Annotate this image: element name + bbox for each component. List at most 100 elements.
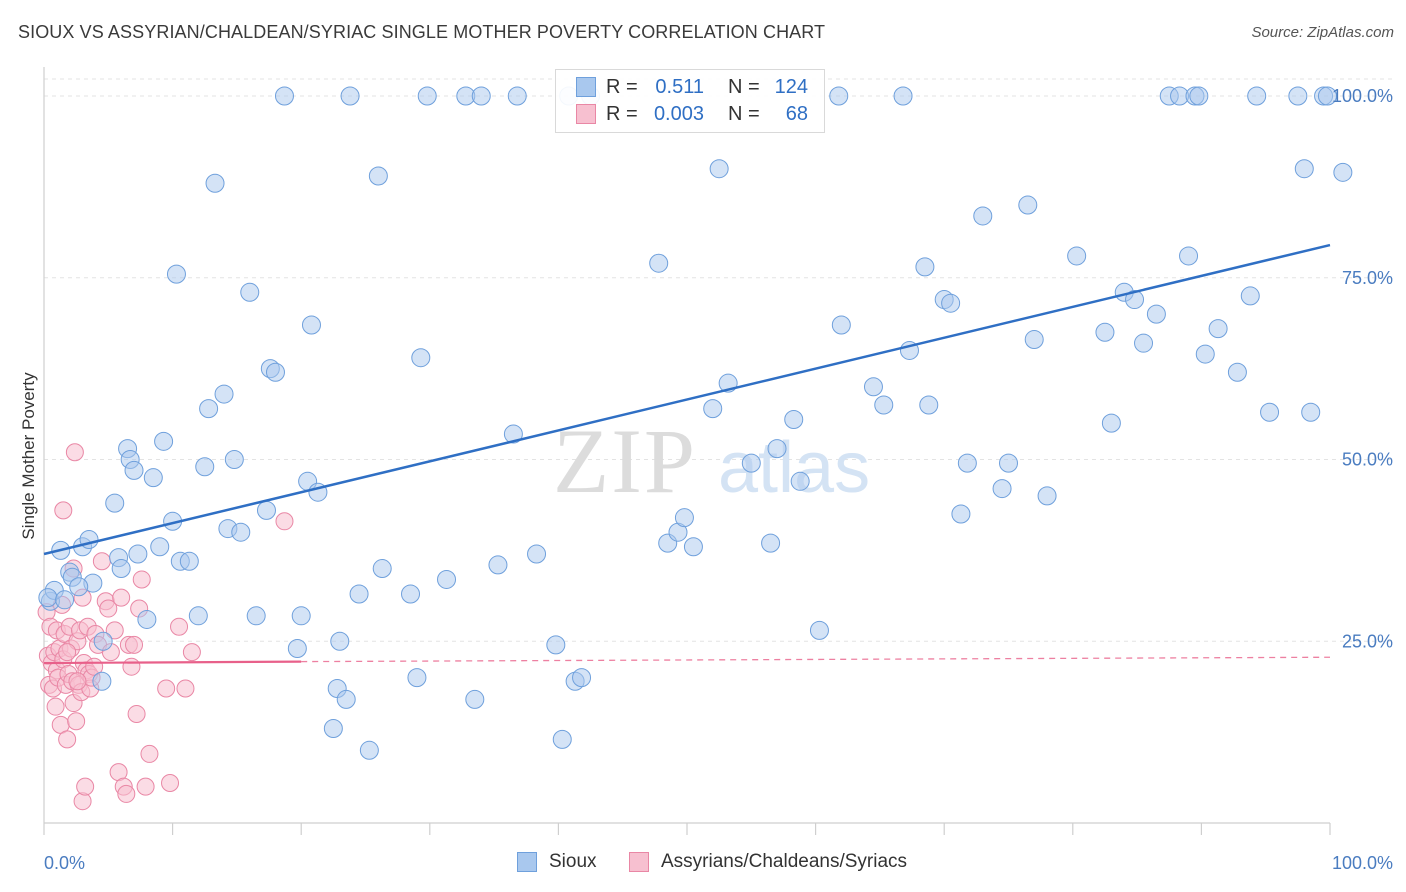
sioux-point — [527, 544, 547, 564]
assyrian-point — [76, 777, 95, 796]
sioux-point — [1024, 330, 1044, 350]
sioux-point — [784, 410, 804, 430]
legend-row-sioux: R = 0.511 N = 124 — [576, 74, 808, 100]
series-sioux-points — [38, 86, 1353, 760]
sioux-point — [951, 504, 971, 524]
sioux-point — [1067, 246, 1087, 266]
assyrian-point — [176, 679, 195, 698]
assyrian-point — [65, 443, 84, 462]
assyrian-point — [161, 774, 180, 793]
y-tick-label: 75.0% — [1342, 268, 1393, 288]
sioux-point — [1179, 246, 1199, 266]
assyrian-point — [157, 679, 176, 698]
sioux-point — [214, 384, 234, 404]
sioux-point — [674, 508, 694, 528]
sioux-point — [336, 689, 356, 709]
sioux-point — [154, 431, 174, 451]
sioux-point — [179, 551, 199, 571]
sioux-point — [831, 315, 851, 335]
sioux-point — [323, 718, 343, 738]
sioux-point — [166, 264, 186, 284]
legend-r-label: R = — [606, 75, 638, 98]
sioux-point — [761, 533, 781, 553]
legend-item-sioux[interactable]: Sioux — [517, 851, 597, 873]
sioux-point — [137, 609, 157, 629]
sioux-point — [195, 457, 215, 477]
sioux-point — [829, 86, 849, 106]
sioux-point — [224, 450, 244, 469]
sioux-point — [919, 395, 939, 415]
assyrian-point — [136, 777, 155, 796]
legend-n-label: N = — [728, 102, 760, 125]
legend-r-value: 0.003 — [653, 102, 704, 125]
legend-n-value: 68 — [785, 102, 808, 125]
sioux-point — [1317, 86, 1337, 106]
sioux-point — [92, 671, 112, 691]
trend-lines — [43, 243, 1331, 665]
legend-item-assyrian[interactable]: Assyrians/Chaldeans/Syriacs — [629, 851, 907, 873]
legend-label-assyrian: Assyrians/Chaldeans/Syriacs — [661, 851, 908, 872]
sioux-point — [1101, 413, 1121, 433]
sioux-point — [1125, 290, 1145, 310]
sioux-point — [231, 522, 251, 542]
sioux-point — [709, 159, 729, 179]
sioux-point — [437, 569, 457, 589]
assyrian-point — [170, 617, 189, 636]
sioux-point — [465, 689, 485, 709]
y-tick-label: 50.0% — [1342, 450, 1393, 470]
sioux-point — [105, 493, 125, 513]
y-tick-label: 25.0% — [1342, 631, 1393, 651]
watermark-atlas: atlas — [718, 428, 870, 508]
assyrian-point — [112, 588, 131, 607]
sioux-point — [1301, 402, 1321, 422]
assyrian-point — [127, 704, 146, 723]
sioux-point — [291, 606, 311, 626]
sioux-point — [893, 86, 913, 106]
sioux-point — [649, 253, 669, 273]
sioux-point — [301, 315, 321, 335]
sioux-point — [1208, 319, 1228, 339]
assyrian-point — [182, 643, 201, 662]
legend-row-assyrian: R = 0.003 N = 68 — [576, 101, 808, 127]
legend-swatch-assyrian — [629, 852, 649, 872]
assyrian-trend-line — [43, 660, 302, 665]
sioux-point — [1095, 322, 1115, 342]
stats-legend: R = 0.511 N = 124 R = 0.003 N = 68 — [555, 69, 825, 133]
sioux-trend-line — [43, 243, 1331, 556]
sioux-point — [1260, 402, 1280, 422]
sioux-point — [957, 453, 977, 473]
sioux-point — [1195, 344, 1215, 364]
sioux-point — [38, 588, 58, 608]
y-tick-label: 100.0% — [1332, 86, 1393, 106]
assyrian-point — [132, 570, 151, 589]
sioux-point — [417, 86, 437, 106]
sioux-point — [488, 555, 508, 575]
assyrian-point — [68, 672, 87, 691]
sioux-point — [150, 537, 170, 557]
axes — [43, 67, 1331, 835]
legend-n-label: N = — [728, 75, 760, 98]
sioux-point — [1018, 195, 1038, 215]
sioux-point — [411, 348, 431, 368]
sioux-point — [340, 86, 360, 106]
sioux-point — [503, 424, 523, 444]
legend-r-value: 0.511 — [655, 75, 704, 98]
sioux-point — [1247, 86, 1267, 106]
sioux-point — [246, 606, 266, 626]
sioux-point — [546, 635, 566, 655]
assyrian-point — [140, 744, 159, 763]
x-tick-label: 100.0% — [1332, 853, 1393, 873]
assyrian-point — [67, 712, 86, 731]
assyrian-point — [92, 552, 111, 571]
sioux-point — [973, 206, 993, 226]
watermark: ZIP atlas — [553, 410, 870, 512]
sioux-point — [572, 668, 592, 688]
assyrian-point — [125, 635, 144, 654]
assyrian-trend-extension — [301, 656, 1331, 663]
sioux-point — [188, 606, 208, 626]
assyrian-point — [46, 697, 65, 716]
sioux-point — [507, 86, 527, 106]
sioux-point — [407, 668, 427, 688]
sioux-point — [205, 173, 225, 193]
sioux-point — [999, 453, 1018, 473]
